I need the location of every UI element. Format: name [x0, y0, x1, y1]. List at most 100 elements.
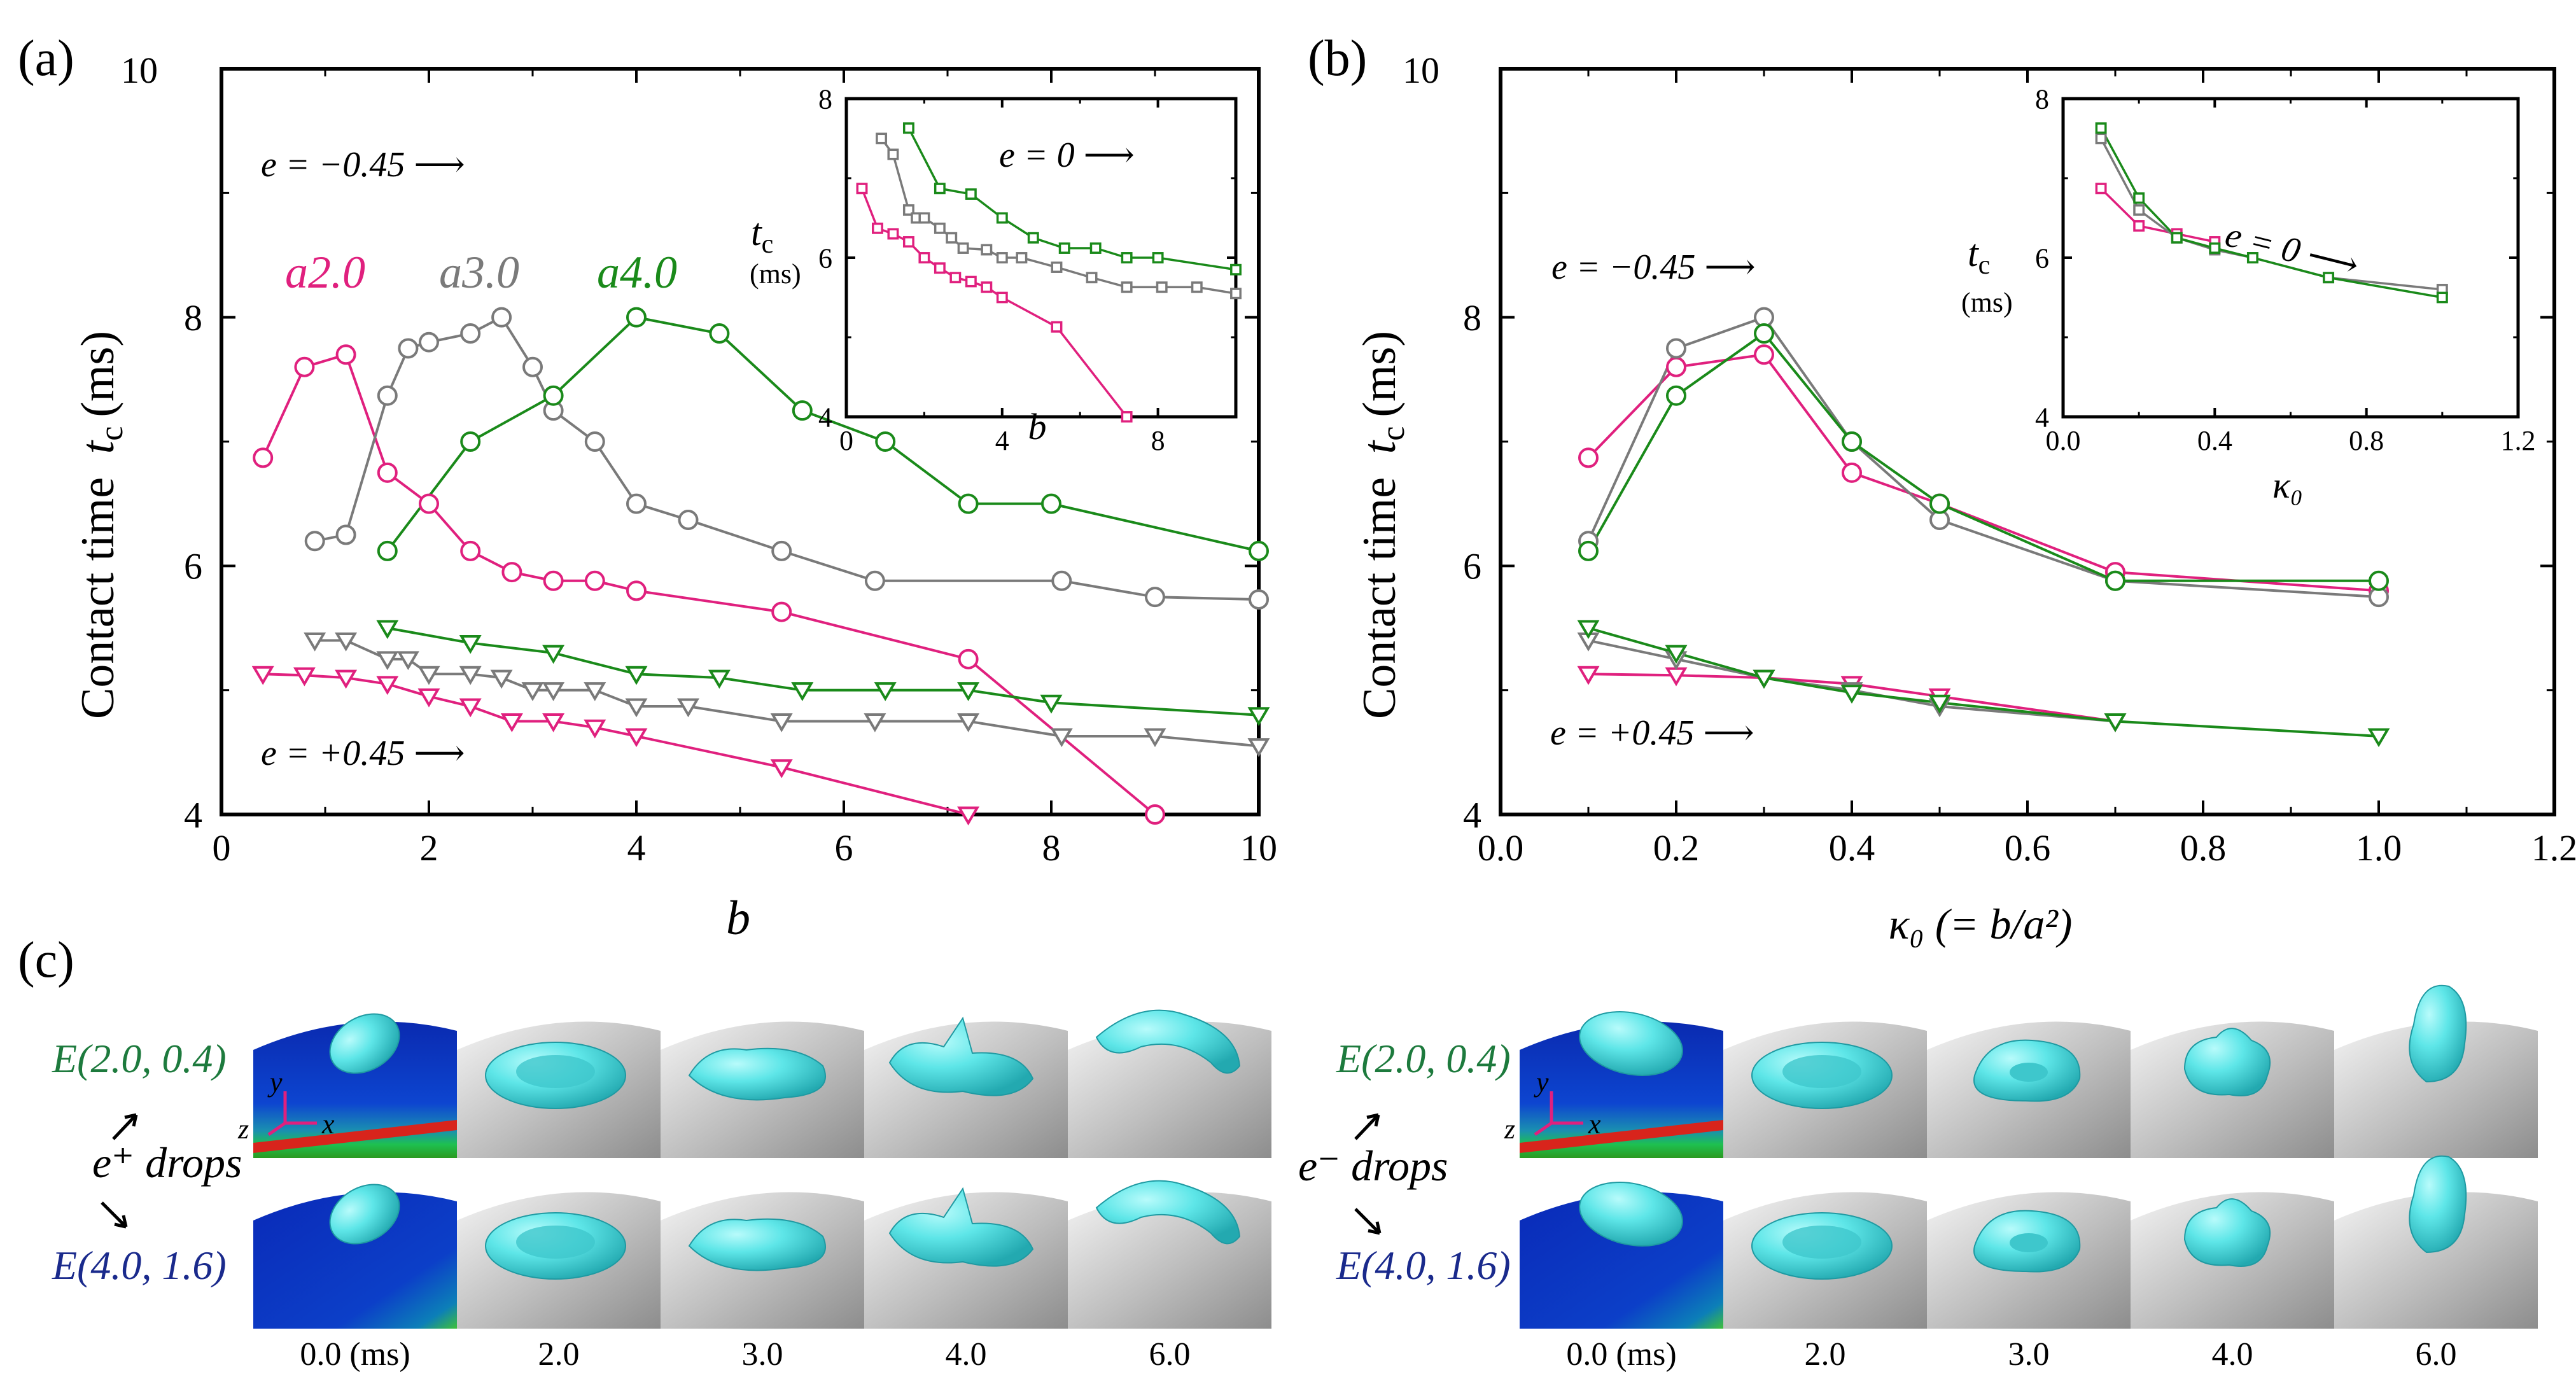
time-label: 3.0	[742, 1336, 783, 1373]
data-point-triangle	[376, 676, 399, 696]
data-point-circle	[1842, 431, 1862, 452]
data-point-triangle	[957, 682, 980, 701]
data-point-circle	[460, 323, 481, 344]
left-bottom-label: E(4.0, 1.6)	[52, 1243, 227, 1288]
time-label: 4.0	[2212, 1336, 2253, 1373]
x-tick-label: 0.4	[1829, 827, 1875, 869]
data-point-triangle	[584, 719, 606, 739]
data-point-square	[965, 188, 977, 200]
data-point-square	[1152, 252, 1164, 263]
data-point-circle	[1754, 323, 1774, 344]
data-point-square	[887, 228, 899, 240]
data-point-circle	[1666, 385, 1686, 406]
x-tick-label: 0.8	[2349, 425, 2384, 456]
surface-red-band	[1520, 1120, 1723, 1153]
data-point-square	[902, 236, 914, 248]
data-point-circle	[377, 385, 398, 406]
data-point-circle	[377, 462, 398, 483]
data-point-circle	[1145, 804, 1165, 825]
panel-b-plot: 0.0 0.2 0.4 0.6 0.8 1.0 1.2 4 6 8	[1463, 67, 2576, 869]
x-tick-label: 6	[835, 827, 853, 869]
axis-x-label: x	[1588, 1108, 1601, 1140]
surface-grey	[2334, 1192, 2538, 1329]
data-point-circle	[1249, 589, 1269, 610]
panel-a-inset-ylabel: tc	[751, 211, 773, 259]
data-point-square	[1058, 242, 1070, 254]
x-tick-label: 8	[1151, 425, 1165, 456]
right-arrow-down-icon	[1354, 1208, 1382, 1235]
panel-b-inset-yunit: (ms)	[1961, 287, 2013, 318]
data-point-triangle	[335, 669, 358, 689]
data-point-triangle	[1247, 707, 1270, 726]
data-point-triangle	[417, 666, 440, 685]
data-point-square	[2133, 220, 2145, 232]
drop-shape	[329, 1184, 400, 1245]
data-point-circle	[626, 493, 647, 514]
data-point-circle	[678, 510, 699, 531]
data-point-triangle	[376, 620, 399, 640]
panel-a-label-a3: a3.0	[439, 247, 519, 298]
data-point-triangle	[708, 669, 731, 689]
data-point-circle	[419, 332, 439, 353]
data-point-circle	[543, 385, 564, 406]
x-tick-label: 0.4	[2197, 425, 2232, 456]
data-point-triangle	[304, 633, 326, 652]
right-middle-label: e⁻ drops	[1298, 1142, 1448, 1190]
data-point-square	[981, 244, 993, 256]
x-tick-label: 1.2	[2531, 827, 2576, 869]
panel-a-label-e-pos: e = +0.45 ⟶	[261, 734, 465, 773]
right-bottom-label: E(4.0, 1.6)	[1336, 1243, 1511, 1288]
data-point-square	[949, 272, 962, 284]
x-tick-label: 4	[627, 827, 646, 869]
panel-b-tick-y-10: 10	[1403, 50, 1439, 91]
data-point-triangle	[459, 698, 482, 718]
data-point-circle	[253, 447, 274, 468]
data-point-circle	[335, 344, 356, 365]
drop-shape	[1579, 1182, 1683, 1247]
data-point-triangle	[1040, 694, 1063, 714]
ring-hole	[516, 1055, 595, 1088]
data-point-circle	[335, 524, 356, 545]
time-label: 0.0 (ms)	[1566, 1336, 1676, 1373]
panel-b-inset-ylabel: tc	[1968, 232, 1990, 280]
data-point-circle	[771, 540, 792, 561]
data-point-triangle	[1247, 738, 1270, 757]
data-point-circle	[1041, 493, 1061, 514]
series-line-a20-triangle	[1588, 673, 2116, 723]
data-point-circle	[460, 540, 481, 561]
ring-hole	[2010, 1063, 2048, 1082]
ring-hole	[1782, 1226, 1861, 1259]
y-tick-label: 6	[2035, 242, 2049, 274]
data-point-square	[2209, 242, 2221, 254]
data-point-triangle	[1665, 645, 1688, 664]
panel-b-inset-xlabel: κ₀	[2272, 465, 2303, 506]
data-point-square	[1230, 263, 1242, 276]
data-point-triangle	[1577, 620, 1600, 640]
data-point-square	[2133, 192, 2145, 204]
data-point-square	[1156, 281, 1168, 293]
panel-b-inset-plot: 0.0 0.4 0.8 1.2 4 6 8	[2035, 83, 2536, 456]
data-point-triangle	[791, 682, 814, 701]
data-point-circle	[1249, 540, 1269, 561]
panel-b-ylabel: Contact time tc(ms)	[1354, 331, 1411, 719]
surface-grey	[2334, 1021, 2538, 1158]
data-point-square	[1027, 232, 1039, 244]
data-point-circle	[626, 307, 647, 328]
data-point-circle	[864, 570, 885, 591]
data-point-square	[996, 252, 1008, 263]
right-arrow-up-icon	[1354, 1113, 1380, 1140]
data-point-circle	[792, 400, 813, 421]
data-point-circle	[2369, 570, 2389, 591]
data-point-triangle	[521, 682, 544, 701]
y-tick-label: 8	[818, 83, 832, 115]
y-tick-label: 8	[2035, 83, 2049, 115]
data-point-triangle	[376, 651, 399, 671]
data-point-triangle	[490, 669, 513, 689]
x-tick-label: 0.6	[2005, 827, 2051, 869]
data-point-circle	[419, 493, 439, 514]
y-tick-label: 6	[1463, 546, 1481, 587]
data-point-square	[1051, 321, 1063, 333]
series-line-a40-circle	[386, 316, 1259, 552]
data-point-square	[2436, 291, 2448, 304]
